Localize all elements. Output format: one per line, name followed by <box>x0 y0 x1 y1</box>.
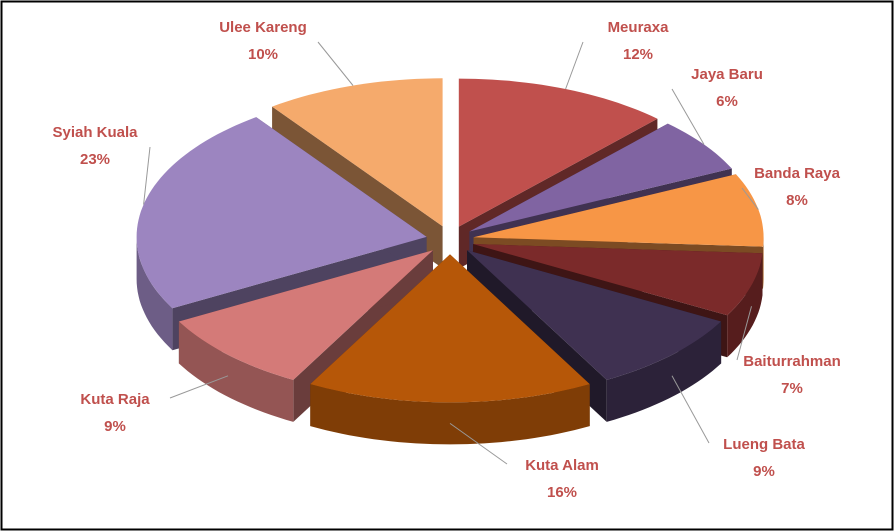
slice-value: 16% <box>547 484 577 501</box>
slice-label: Syiah Kuala <box>52 124 138 141</box>
slice-top <box>473 174 764 247</box>
slice-top <box>272 78 443 227</box>
slice <box>310 254 590 445</box>
leader-line <box>671 88 705 145</box>
slice-label: Meuraxa <box>608 19 670 36</box>
slice-top <box>458 78 658 227</box>
slice-label: Kuta Raja <box>80 391 150 408</box>
slice-side <box>763 237 764 289</box>
slice-side <box>606 321 722 422</box>
slice-value: 8% <box>786 192 808 209</box>
leader-line <box>143 146 151 205</box>
leader-line <box>565 41 584 90</box>
slice-label: Lueng Bata <box>723 436 805 453</box>
leader-line <box>449 422 508 465</box>
slice-value: 10% <box>248 46 278 63</box>
leader-line <box>317 41 354 86</box>
slice-value: 6% <box>716 93 738 110</box>
slice-top <box>310 254 590 403</box>
slice-label: Baiturrahman <box>743 353 841 370</box>
slice-value: 12% <box>623 46 653 63</box>
slice-top <box>467 250 722 380</box>
slice-value: 9% <box>753 463 775 480</box>
slice-label: Banda Raya <box>754 165 841 182</box>
slice-label: Kuta Alam <box>525 457 599 474</box>
slice-value: 23% <box>80 151 110 168</box>
leader-line <box>741 187 759 210</box>
slice-top <box>136 117 427 309</box>
slice-value: 9% <box>104 418 126 435</box>
leader-line <box>736 306 752 361</box>
leader-line <box>671 375 710 444</box>
slice-side <box>310 384 590 445</box>
slice-label: Jaya Baru <box>691 66 763 83</box>
leader-line <box>169 375 229 399</box>
slice-side <box>136 236 173 351</box>
slice-value: 7% <box>781 380 803 397</box>
slice-label: Ulee Kareng <box>219 19 307 36</box>
slice-side <box>727 253 763 358</box>
slice-top <box>469 123 732 232</box>
slice-top <box>473 244 763 316</box>
slice-top <box>178 250 433 380</box>
slice-side <box>178 321 294 422</box>
